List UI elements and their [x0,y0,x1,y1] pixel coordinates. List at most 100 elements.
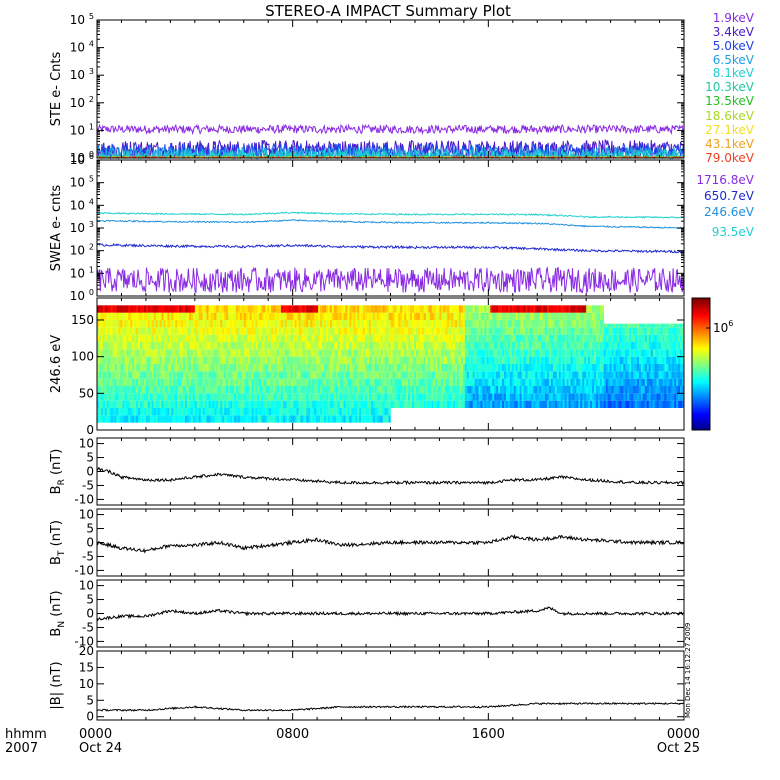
heatmap-cell [372,393,376,401]
colorbar-step [692,348,710,352]
heatmap-cell [537,349,540,357]
heatmap-cell [550,364,554,372]
heatmap-cell [550,320,554,328]
heatmap-cell [666,400,669,408]
heatmap-cell [482,334,485,342]
heatmap-cell [339,393,342,401]
heatmap-cell [302,327,305,335]
heatmap-cell [306,327,309,335]
heatmap-cell [261,342,264,350]
heatmap-cell [280,400,284,408]
heatmap-cell [206,393,209,401]
heatmap-cell [637,356,640,364]
heatmap-cell [578,327,581,335]
heatmap-cell [175,386,178,394]
heatmap-cell [580,364,583,372]
heatmap-cell [533,312,536,320]
heatmap-cell [658,371,661,379]
heatmap-cell [513,378,517,386]
heatmap-cell [118,320,121,328]
heatmap-cell [629,364,632,372]
heatmap-cell [302,334,305,342]
heatmap-cell [165,327,168,335]
heatmap-cell [349,342,352,350]
heatmap-cell [102,371,106,379]
heatmap-cell [365,320,368,328]
heatmap-cell [347,320,350,328]
heatmap-cell [607,378,610,386]
heatmap-cell [619,371,622,379]
heatmap-cell [413,356,417,364]
heatmap-cell [363,356,366,364]
heatmap-cell [370,364,374,372]
heatmap-cell [169,408,172,416]
heatmap-cell [188,364,192,372]
heatmap-cell [306,356,309,364]
heatmap-cell [390,334,393,342]
heatmap-cell [507,356,511,364]
heatmap-cell [208,305,211,313]
heatmap-cell [106,349,110,357]
heatmap-cell [666,327,669,335]
heatmap-cell [419,364,423,372]
heatmap-cell [97,393,100,401]
heatmap-cell [682,400,685,408]
heatmap-cell [114,356,117,364]
heatmap-cell [138,305,141,313]
heatmap-cell [412,305,415,313]
heatmap-cell [128,371,131,379]
heatmap-cell [564,334,567,342]
heatmap-cell [402,320,405,328]
heatmap-cell [613,356,616,364]
heatmap-cell [190,386,194,394]
heatmap-cell [615,349,618,357]
heatmap-cell [413,393,417,401]
heatmap-cell [517,400,520,408]
heatmap-cell [145,349,149,357]
heatmap-cell [507,312,511,320]
heatmap-cell [576,312,579,320]
heatmap-cell [603,393,607,401]
heatmap-cell [660,334,663,342]
heatmap-cell [513,393,517,401]
heatmap-cell [339,371,342,379]
y-tick-exponent: 2 [89,243,94,252]
heatmap-cell [425,386,428,394]
heatmap-cell [140,408,143,416]
heatmap-cell [323,349,327,357]
heatmap-cell [194,386,198,394]
heatmap-cell [212,386,215,394]
heatmap-cell [97,408,100,416]
heatmap-cell [654,364,657,372]
heatmap-cell [431,349,434,357]
heatmap-cell [615,400,618,408]
heatmap-cell [498,378,501,386]
heatmap-cell [104,312,108,320]
heatmap-cell [629,371,632,379]
heatmap-cell [670,342,673,350]
heatmap-cell [194,378,198,386]
heatmap-cell [122,305,125,313]
heatmap-cell [437,364,440,372]
heatmap-cell [200,320,203,328]
heatmap-cell [355,349,358,357]
heatmap-cell [345,393,348,401]
heatmap-cell [120,371,123,379]
heatmap-cell [664,334,667,342]
heatmap-cell [554,312,558,320]
heatmap-cell [218,371,221,379]
heatmap-cell [613,364,616,372]
heatmap-cell [132,378,135,386]
heatmap-cell [361,378,364,386]
heatmap-cell [398,371,401,379]
heatmap-cell [337,378,340,386]
heatmap-cell [564,305,567,313]
heatmap-cell [580,312,583,320]
heatmap-cell [531,400,534,408]
heatmap-cell [222,378,225,386]
heatmap-cell [353,312,356,320]
heatmap-cell [187,349,190,357]
heatmap-cell [642,378,646,386]
heatmap-cell [151,334,155,342]
heatmap-cell [212,334,215,342]
